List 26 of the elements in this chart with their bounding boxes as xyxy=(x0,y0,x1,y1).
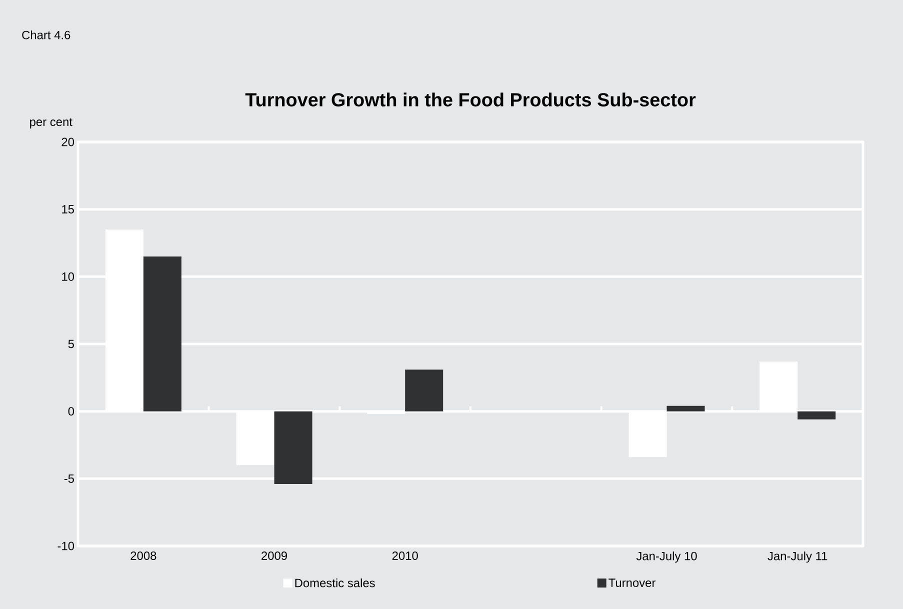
bar xyxy=(236,411,274,466)
bar xyxy=(760,361,798,412)
legend-label: Domestic sales xyxy=(295,578,375,588)
legend-label: Turnover xyxy=(608,578,656,588)
bar xyxy=(798,411,836,420)
bar xyxy=(274,411,312,484)
y-tick-label: 10 xyxy=(62,272,74,281)
y-tick-label: 0 xyxy=(68,407,74,416)
y-tick-label: -5 xyxy=(64,474,74,483)
caption: Chart 4.6 xyxy=(22,30,70,40)
y-tick-label: 5 xyxy=(68,340,74,348)
bar xyxy=(405,370,444,412)
x-tick-label: 2010 xyxy=(392,552,418,560)
y-tick-label: -10 xyxy=(58,542,74,550)
chart-title: Turnover Growth in the Food Products Sub-sector xyxy=(245,92,696,106)
bar xyxy=(666,406,705,412)
y-axis-title: per cent xyxy=(30,118,72,128)
x-tick-label: Jan-July 11 xyxy=(768,552,828,563)
x-tick-label: 2009 xyxy=(262,552,287,560)
x-tick-label: Jan-July 10 xyxy=(636,552,697,563)
bar xyxy=(143,256,182,412)
bar xyxy=(628,411,667,458)
y-tick-label: 20 xyxy=(62,138,74,146)
y-tick-label: 15 xyxy=(62,205,74,214)
x-tick-label: 2008 xyxy=(130,552,156,560)
bar xyxy=(105,230,144,412)
